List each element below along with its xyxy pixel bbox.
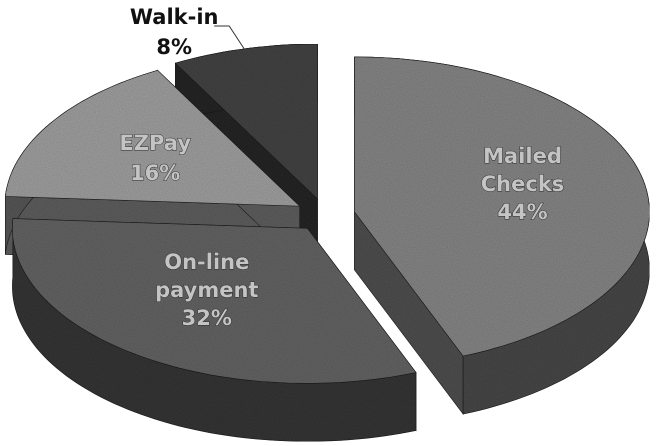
value-label: 16% [130, 161, 180, 185]
data-label: EZPay [119, 131, 191, 155]
label-line: payment [155, 278, 258, 302]
leader-line [214, 25, 245, 50]
label-line: On-line [164, 250, 249, 274]
value-label: 32% [182, 306, 232, 330]
label-line: Checks [481, 172, 565, 196]
slice [354, 56, 650, 357]
labels: Walk-in 8% EZPay 16% Mailed Checks 44% On-line p… [119, 5, 565, 331]
data-label: Walk-in [130, 5, 219, 29]
data-label: On-line payment [155, 250, 258, 302]
slice [12, 218, 417, 384]
label-line: Mailed [483, 144, 562, 168]
value-label: 44% [497, 200, 547, 224]
data-label: Mailed Checks [481, 144, 565, 196]
pie [4, 43, 650, 442]
value-label: 8% [156, 35, 192, 59]
slice [4, 69, 301, 207]
